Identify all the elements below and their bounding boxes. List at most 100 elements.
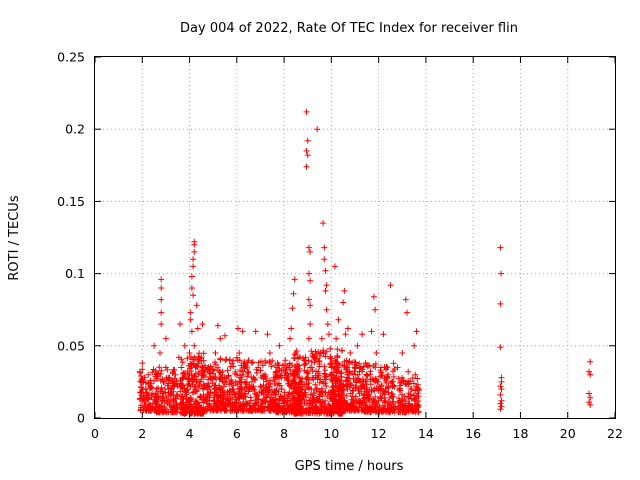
data-point bbox=[194, 325, 201, 332]
data-point bbox=[384, 364, 391, 371]
data-point bbox=[223, 378, 230, 385]
data-point bbox=[386, 409, 393, 416]
data-point bbox=[219, 375, 226, 382]
data-point bbox=[275, 380, 282, 387]
data-point bbox=[347, 350, 354, 356]
data-point bbox=[243, 400, 250, 407]
data-point bbox=[314, 385, 320, 392]
data-point bbox=[356, 360, 363, 367]
data-point bbox=[190, 292, 197, 299]
data-point bbox=[352, 364, 358, 371]
data-point bbox=[497, 400, 504, 407]
data-point bbox=[371, 385, 378, 392]
x-tick-label: 2 bbox=[138, 426, 146, 441]
data-point bbox=[322, 371, 328, 378]
data-point bbox=[160, 378, 167, 385]
data-point bbox=[177, 388, 184, 395]
y-tick-label: 0.15 bbox=[57, 194, 85, 209]
data-point bbox=[152, 397, 159, 404]
data-point bbox=[587, 358, 594, 365]
data-point bbox=[334, 354, 341, 361]
data-point bbox=[245, 368, 252, 375]
data-point bbox=[175, 354, 182, 361]
data-point bbox=[372, 361, 379, 367]
data-point bbox=[267, 377, 273, 384]
data-point bbox=[234, 381, 241, 388]
data-point bbox=[374, 401, 381, 408]
data-point bbox=[138, 389, 145, 395]
data-point bbox=[187, 309, 194, 316]
data-point bbox=[257, 406, 264, 413]
data-point bbox=[329, 378, 336, 385]
data-point bbox=[287, 401, 294, 408]
data-point bbox=[268, 402, 275, 409]
data-point bbox=[210, 374, 217, 381]
x-tick-label: 14 bbox=[418, 426, 434, 441]
data-point bbox=[413, 383, 420, 390]
data-point bbox=[157, 409, 164, 416]
data-point bbox=[179, 359, 186, 366]
data-point bbox=[236, 350, 243, 356]
data-point bbox=[297, 378, 304, 385]
data-point bbox=[249, 359, 256, 366]
data-point bbox=[178, 364, 185, 371]
x-tick-label: 22 bbox=[607, 426, 623, 441]
data-point bbox=[311, 390, 318, 397]
data-point bbox=[377, 373, 384, 380]
data-point bbox=[211, 397, 218, 404]
data-point bbox=[196, 378, 202, 385]
data-point bbox=[212, 385, 219, 392]
data-point bbox=[158, 285, 165, 291]
data-point bbox=[346, 371, 353, 378]
data-point bbox=[225, 373, 232, 380]
data-point bbox=[170, 397, 176, 404]
data-point bbox=[267, 394, 274, 401]
data-point bbox=[378, 383, 385, 390]
data-point bbox=[368, 328, 375, 335]
data-point bbox=[396, 386, 403, 393]
data-point bbox=[327, 355, 334, 362]
data-point bbox=[307, 321, 314, 328]
data-point bbox=[196, 409, 203, 416]
data-point bbox=[291, 276, 298, 283]
data-point bbox=[321, 363, 328, 370]
data-point bbox=[322, 287, 329, 294]
data-point bbox=[179, 375, 186, 382]
data-point bbox=[305, 409, 312, 416]
data-point bbox=[285, 364, 292, 371]
data-point bbox=[498, 270, 505, 277]
data-point bbox=[188, 328, 195, 335]
data-point bbox=[189, 378, 196, 385]
data-point bbox=[287, 335, 293, 342]
data-point bbox=[191, 342, 198, 349]
data-point bbox=[264, 331, 271, 338]
data-point bbox=[190, 256, 197, 263]
data-point bbox=[325, 401, 332, 408]
data-point bbox=[320, 398, 326, 405]
data-point bbox=[302, 360, 309, 367]
data-point bbox=[414, 375, 421, 382]
data-point bbox=[392, 403, 399, 410]
data-point bbox=[301, 389, 308, 396]
data-point bbox=[322, 267, 329, 274]
y-axis-label: ROTI / TECUs bbox=[7, 195, 22, 280]
data-point bbox=[141, 374, 148, 381]
data-point bbox=[497, 244, 504, 251]
data-point bbox=[146, 380, 153, 387]
data-point bbox=[245, 357, 252, 364]
data-point bbox=[328, 389, 335, 396]
data-point bbox=[162, 364, 169, 371]
data-point bbox=[203, 397, 210, 404]
data-point bbox=[184, 386, 191, 393]
data-point bbox=[166, 374, 173, 381]
data-point bbox=[187, 408, 194, 415]
data-point bbox=[402, 398, 409, 405]
data-point bbox=[258, 358, 264, 365]
data-point bbox=[364, 363, 371, 370]
data-point bbox=[338, 374, 345, 381]
data-point bbox=[300, 393, 306, 400]
data-point bbox=[349, 359, 356, 366]
data-point bbox=[238, 378, 245, 385]
data-point bbox=[255, 364, 262, 371]
data-point bbox=[155, 403, 162, 410]
